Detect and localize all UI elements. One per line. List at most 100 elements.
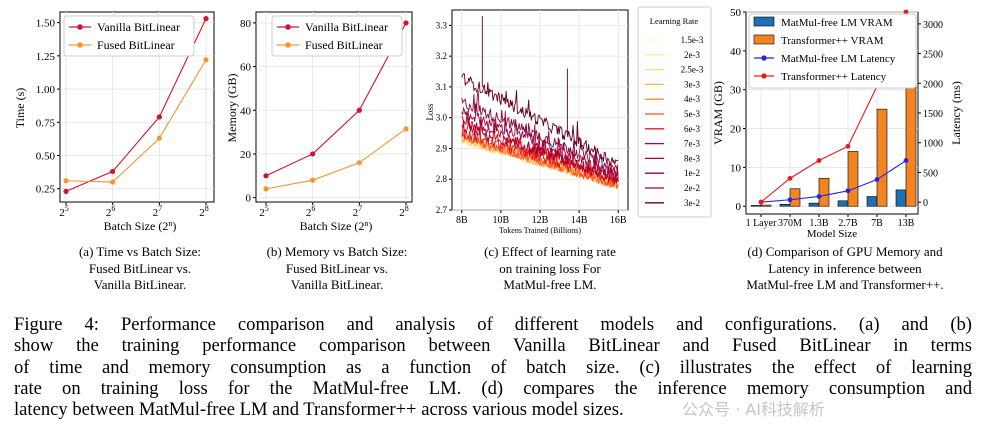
legend-label: 3e-2 [684, 198, 700, 208]
y-tick-label: 1.00 [36, 84, 56, 96]
data-point-fused [63, 178, 69, 184]
data-point-vanilla [310, 151, 316, 157]
caption-a-line: Fused BitLinear vs. [88, 260, 192, 276]
caption-b-line: Fused BitLinear vs. [285, 260, 389, 276]
loss-curve-1e-2 [461, 103, 619, 178]
point-matmul-latency [845, 188, 851, 194]
y-tick-label: 2.7 [436, 205, 448, 215]
data-point-fused [403, 126, 409, 132]
figure-caption: Figure 4: Performance comparison and ana… [14, 314, 972, 420]
point-matmul-latency [787, 197, 793, 203]
y-tick-label-right: 2500 [923, 50, 943, 61]
y-tick-label: 0.75 [36, 117, 56, 129]
y-tick-label: 1.25 [36, 51, 56, 63]
point-transformer-latency [787, 175, 793, 181]
panel-a-legend: Vanilla BitLinear Fused BitLinear [63, 15, 195, 57]
bar-matmul-vram [895, 189, 907, 207]
data-point-vanilla [110, 168, 116, 175]
y-tick-label-right: 2000 [923, 79, 943, 90]
point-transformer-latency [758, 199, 764, 205]
x-tick-label: 370M [778, 218, 802, 229]
legend-label-transformer-vram: Transformer++ VRAM [781, 35, 884, 47]
x-tick-label: 28 [199, 204, 209, 219]
caption-a: (a) Time vs Batch Size: Fused BitLinear … [40, 244, 240, 294]
x-tick-label: 7B [871, 218, 883, 229]
legend-label-vanilla: Vanilla BitLinear [97, 20, 180, 34]
figure-caption-line: of time and memory consumption as a func… [14, 356, 972, 378]
y-tick-label-right: 3000 [923, 20, 943, 31]
point-transformer-latency [845, 143, 851, 149]
y-tick-label: 20 [730, 124, 742, 136]
x-tick-label: 27 [353, 204, 363, 219]
legend-label-vanilla: Vanilla BitLinear [305, 20, 388, 34]
legend-label: 5e-3 [684, 109, 700, 119]
legend-marker-vanilla [77, 24, 83, 30]
x-tick-label: 25 [59, 204, 69, 219]
panel-c: 8B 10B 12B 14B 16B 2.7 2.8 2.9 3.0 3.1 3.2 3.3 Toke… [425, 6, 712, 235]
panel-c-ylabel: Loss [425, 103, 435, 121]
loss-curve-3e-2 [461, 73, 619, 166]
legend-label-fused: Fused BitLinear [97, 38, 175, 52]
y-tick-label-right: 1000 [923, 139, 943, 150]
data-point-vanilla [403, 20, 409, 26]
x-tick-label: 10B [493, 215, 510, 226]
loss-curve-6e-3 [461, 119, 619, 186]
figure-charts: 25 26 27 28 0.25 0.50 0.75 1.00 1.25 1.50 Batch S… [13, 6, 963, 240]
panel-b-frame [255, 11, 413, 203]
legend-label-transformer-latency: Transformer++ Latency [781, 71, 887, 83]
y-tick-label: 30 [730, 85, 742, 97]
caption-a-line: (a) Time vs Batch Size: [78, 244, 202, 259]
data-point-fused [110, 179, 116, 185]
data-point-fused [310, 177, 316, 183]
bar-transformer-vram [760, 204, 772, 207]
x-tick-label: 2.7B [838, 218, 858, 229]
loss-curve-7e-3 [461, 115, 619, 183]
panel-b-ylabel: Memory (GB) [225, 74, 239, 143]
point-transformer-latency [903, 9, 909, 15]
legend-label-matmul-vram: MatMul-free LM VRAM [781, 17, 893, 29]
y-tick-label: 3.0 [436, 113, 448, 123]
y-tick-label: 10 [730, 162, 742, 174]
legend-label: 3e-3 [684, 79, 700, 89]
caption-c-line: on training loss For [499, 260, 601, 276]
data-point-vanilla [63, 188, 69, 194]
panel-d-xlabel: Model Size [807, 228, 858, 240]
legend-label: 1e-2 [684, 168, 700, 178]
data-point-fused [263, 186, 269, 192]
y-tick-label: 0.25 [36, 184, 56, 196]
legend-label: 8e-3 [684, 153, 700, 163]
y-tick-label: 0 [736, 201, 742, 213]
panel-d-legend-box [748, 13, 917, 89]
figure-caption-line: show the training performance comparison… [14, 335, 972, 357]
x-tick-label: 25 [259, 204, 269, 219]
point-matmul-latency [903, 158, 909, 163]
panel-c-legend-title: Learning Rate [650, 16, 699, 26]
data-point-vanilla [203, 16, 209, 22]
caption-b-line: Vanilla BitLinear. [290, 277, 384, 292]
panel-a-frame [59, 11, 215, 203]
panel-b-legend-box [271, 15, 403, 57]
series-line-vanilla [265, 22, 407, 177]
y-tick-label: 3.2 [436, 51, 447, 61]
point-matmul-latency [816, 194, 822, 199]
loss-curve-2e-2 [461, 91, 619, 175]
legend-label-matmul-latency: MatMul-free LM Latency [781, 53, 896, 65]
caption-d-line: Latency in inference between [768, 260, 922, 276]
series-line-fused [265, 128, 407, 190]
y-tick-label-right: 500 [923, 168, 938, 179]
watermark: 公众号 · AI科技解析 [682, 400, 825, 419]
y-tick-label: 3.1 [436, 82, 447, 92]
panel-d-ylabel-left: VRAM (GB) [711, 81, 725, 145]
y-tick-label: 40 [240, 105, 252, 117]
data-point-vanilla [263, 173, 269, 179]
panel-a-legend-box [63, 15, 195, 57]
bar-matmul-vram [750, 205, 762, 207]
panel-c-xlabel: Tokens Trained (Billions) [499, 226, 581, 235]
legend-marker-transformer-latency [761, 73, 767, 79]
y-tick-label: 0.50 [36, 150, 56, 162]
x-tick-label: 27 [153, 204, 163, 219]
bar-transformer-vram [876, 108, 888, 207]
legend-swatch-transformer-vram [753, 34, 775, 45]
panel-c-legend-box [637, 6, 712, 218]
